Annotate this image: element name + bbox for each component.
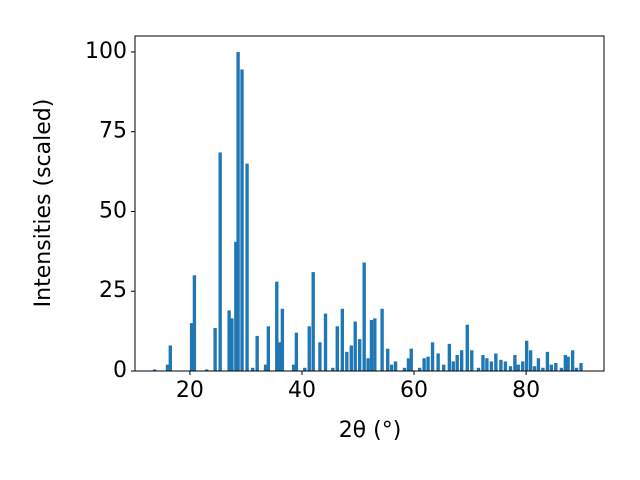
bar [528,350,533,371]
bar [263,364,268,371]
bar [409,348,413,371]
bar [476,367,481,371]
bar [494,353,498,371]
bar [447,343,452,371]
bar [373,318,377,371]
bar [152,369,157,371]
bar [168,345,172,371]
bar [489,361,494,371]
bar [345,351,349,371]
bar [459,350,464,371]
bar [275,281,279,371]
bar [508,366,513,371]
bar [349,345,353,371]
y-tick-label: 100 [85,39,127,64]
x-tick-label: 60 [400,378,428,403]
bar [380,308,384,371]
y-tick-label: 75 [99,119,127,144]
bar [255,335,259,371]
bar [430,342,435,371]
bar [340,308,345,371]
bar [218,152,222,371]
bar [393,361,398,371]
bar [389,364,394,371]
y-axis-label: Intensities (scaled) [31,99,56,308]
bar [541,367,545,371]
bar [277,342,282,371]
bar [536,358,541,371]
bar [499,359,503,371]
bar [436,353,440,371]
y-tick-label: 50 [99,198,127,223]
bar [570,350,575,371]
bar [311,272,315,371]
x-tick-label: 80 [512,378,540,403]
bar [318,342,322,371]
bar [426,356,430,371]
y-tick-label: 0 [113,358,127,383]
bar [521,361,525,371]
bar [189,323,194,371]
bar [353,321,357,371]
x-tick-label: 20 [176,378,204,403]
bar [331,367,335,371]
bar [574,367,579,371]
bar [485,358,489,371]
bar [366,358,370,371]
bar [227,310,231,371]
bar [402,367,407,371]
x-tick-label: 40 [288,378,316,403]
bar [554,363,558,371]
bar [513,355,517,371]
bar [165,364,170,371]
bar [559,367,564,371]
bar [362,262,366,371]
bar [303,367,307,371]
bar [294,332,299,371]
y-tick-label: 25 [99,278,127,303]
bar [266,326,271,371]
bar [545,351,550,371]
bar [245,163,249,371]
bar [323,313,328,371]
bar [516,364,520,371]
bar [369,319,374,371]
bar [358,339,362,371]
bar [566,356,570,371]
bar [240,69,244,371]
bar [532,366,537,371]
bar [280,308,285,371]
bar [503,361,508,371]
bar [524,340,529,371]
bar [250,367,255,371]
bar [422,358,426,371]
bar [335,326,339,371]
bar [417,367,422,371]
bar [307,326,311,371]
bar [465,324,469,371]
bar [470,350,474,371]
x-axis-label: 2θ (°) [339,418,402,443]
bar [451,361,455,371]
plot-frame [134,35,605,372]
bar [442,364,446,371]
bar [230,318,234,371]
bar [579,363,583,371]
bar [563,355,568,371]
bar [406,358,411,371]
bar [234,241,238,371]
bar [291,364,296,371]
bar [192,275,197,371]
bar [236,51,240,371]
bar [205,369,209,371]
bar [549,364,554,371]
bar [386,348,390,371]
bar [213,327,217,371]
bar [481,355,485,371]
bar [455,355,459,371]
